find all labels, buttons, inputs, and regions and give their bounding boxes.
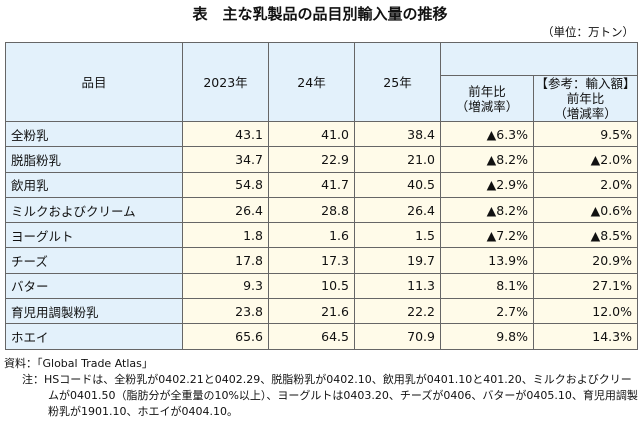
yoy-change: ▲8.2% — [440, 196, 534, 224]
item-name: ホエイ — [5, 323, 183, 350]
value-24: 17.3 — [268, 247, 355, 274]
value-25: 26.4 — [354, 196, 441, 224]
value-2023: 17.8 — [182, 247, 269, 274]
value-yoy-change: 27.1% — [533, 272, 638, 300]
table-row: ホエイ 65.6 64.5 70.9 9.8% 14.3% — [5, 323, 638, 350]
table-title: 表 主な乳製品の品目別輸入量の推移 — [192, 5, 448, 23]
value-yoy-change: 12.0% — [533, 298, 638, 325]
value-24: 28.8 — [268, 196, 355, 224]
value-25: 38.4 — [354, 120, 441, 148]
yoy-change: ▲2.9% — [440, 171, 534, 198]
notes: 資料：「Global Trade Atlas」 注：HSコードは、全粉乳が040… — [4, 356, 638, 420]
header-item: 品目 — [5, 42, 183, 122]
header-yoy: 前年比 （増減率） — [440, 75, 534, 122]
value-24: 41.0 — [268, 120, 355, 148]
hs-code-note: 注：HSコードは、全粉乳が0402.21と0402.29、脱脂粉乳が0402.1… — [22, 373, 638, 418]
item-name: 育児用調製粉乳 — [5, 298, 183, 325]
header-yoy-line2: （増減率） — [455, 98, 519, 114]
item-name: バター — [5, 272, 183, 300]
value-2023: 65.6 — [182, 323, 269, 350]
item-name: ミルクおよびクリーム — [5, 196, 183, 224]
header-blank — [440, 42, 638, 76]
header-ref-line1: 【参考：輸入額】 — [535, 76, 636, 91]
unit-label: （単位：万トン） — [542, 25, 634, 39]
header-ref-line2: 前年比 — [566, 91, 605, 106]
yoy-change: 13.9% — [440, 247, 534, 274]
value-2023: 54.8 — [182, 171, 269, 198]
value-25: 21.0 — [354, 146, 441, 173]
table-row: ミルクおよびクリーム 26.4 28.8 26.4 ▲8.2% ▲0.6% — [5, 196, 638, 224]
item-name: ヨーグルト — [5, 222, 183, 249]
import-volume-table: 品目 2023年 24年 25年 前年比 （増減率） 【参考：輸入額】 前年比 （増減… — [5, 42, 638, 350]
header-yoy-line1: 前年比 — [468, 83, 506, 99]
source-note: 資料：「Global Trade Atlas」 — [4, 357, 153, 370]
value-2023: 1.8 — [182, 222, 269, 249]
value-25: 11.3 — [354, 272, 441, 300]
value-yoy-change: ▲2.0% — [533, 146, 638, 173]
table-row: 脱脂粉乳 34.7 22.9 21.0 ▲8.2% ▲2.0% — [5, 146, 638, 173]
yoy-change: 2.7% — [440, 298, 534, 325]
value-yoy-change: ▲0.6% — [533, 196, 638, 224]
header-value-yoy: 【参考：輸入額】 前年比 （増減率） — [533, 75, 638, 122]
table-row: チーズ 17.8 17.3 19.7 13.9% 20.9% — [5, 247, 638, 274]
value-24: 10.5 — [268, 272, 355, 300]
header-24: 24年 — [268, 42, 355, 122]
value-24: 41.7 — [268, 171, 355, 198]
value-25: 19.7 — [354, 247, 441, 274]
value-24: 22.9 — [268, 146, 355, 173]
value-2023: 26.4 — [182, 196, 269, 224]
value-25: 1.5 — [354, 222, 441, 249]
value-24: 1.6 — [268, 222, 355, 249]
value-yoy-change: 9.5% — [533, 120, 638, 148]
table-row: 飲用乳 54.8 41.7 40.5 ▲2.9% 2.0% — [5, 171, 638, 198]
value-24: 21.6 — [268, 298, 355, 325]
value-2023: 43.1 — [182, 120, 269, 148]
value-24: 64.5 — [268, 323, 355, 350]
yoy-change: 9.8% — [440, 323, 534, 350]
value-yoy-change: 14.3% — [533, 323, 638, 350]
table-row: 育児用調製粉乳 23.8 21.6 22.2 2.7% 12.0% — [5, 298, 638, 325]
table-row: ヨーグルト 1.8 1.6 1.5 ▲7.2% ▲8.5% — [5, 222, 638, 249]
value-2023: 9.3 — [182, 272, 269, 300]
value-2023: 34.7 — [182, 146, 269, 173]
value-2023: 23.8 — [182, 298, 269, 325]
yoy-change: 8.1% — [440, 272, 534, 300]
item-name: 飲用乳 — [5, 171, 183, 198]
value-yoy-change: 2.0% — [533, 171, 638, 198]
value-25: 70.9 — [354, 323, 441, 350]
value-yoy-change: ▲8.5% — [533, 222, 638, 249]
value-yoy-change: 20.9% — [533, 247, 638, 274]
yoy-change: ▲6.3% — [440, 120, 534, 148]
header-25: 25年 — [354, 42, 441, 122]
table-row: 全粉乳 43.1 41.0 38.4 ▲6.3% 9.5% — [5, 120, 638, 148]
yoy-change: ▲7.2% — [440, 222, 534, 249]
item-name: チーズ — [5, 247, 183, 274]
value-25: 22.2 — [354, 298, 441, 325]
header-2023: 2023年 — [182, 42, 269, 122]
table-row: バター 9.3 10.5 11.3 8.1% 27.1% — [5, 272, 638, 300]
header-ref-line3: （増減率） — [554, 106, 617, 121]
item-name: 脱脂粉乳 — [5, 146, 183, 173]
yoy-change: ▲8.2% — [440, 146, 534, 173]
value-25: 40.5 — [354, 171, 441, 198]
item-name: 全粉乳 — [5, 120, 183, 148]
